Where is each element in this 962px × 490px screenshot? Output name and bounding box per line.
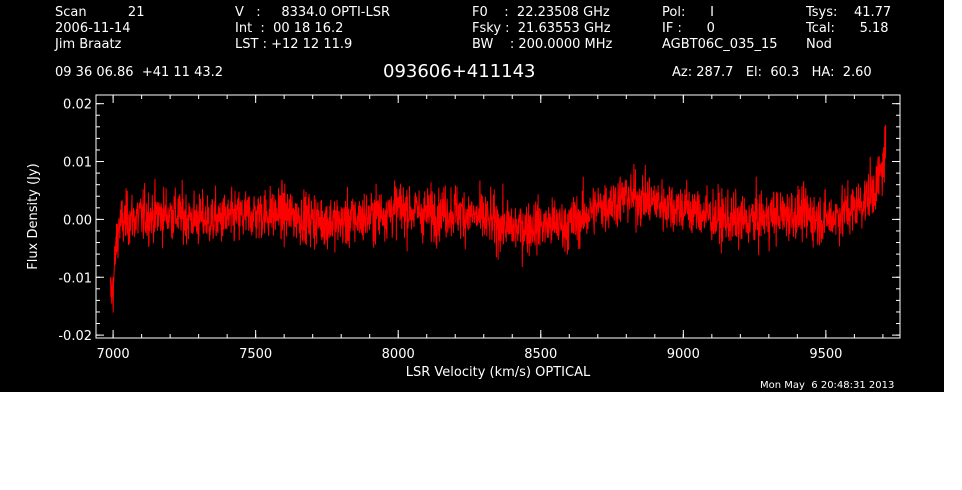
x-tick-label: 7000 [97,347,130,362]
x-axis-label: LSR Velocity (km/s) OPTICAL [406,365,591,380]
y-tick-label: 0.02 [63,98,92,113]
project-label: AGBT06C_035_15 [662,37,778,52]
fsky-label: Fsky : 21.63553 GHz [472,21,611,36]
y-tick-label: 0.01 [63,156,92,171]
integration-label: Int : 00 18 16.2 [235,21,344,36]
plot-frame [95,94,901,339]
x-tick-label: 9000 [667,347,700,362]
x-tick-label: 8500 [524,347,557,362]
spectrum-trace [109,124,887,313]
lst-label: LST : +12 12 11.9 [235,37,353,52]
nod-label: Nod [806,37,832,52]
velocity-label: V : 8334.0 OPTI-LSR [235,5,391,20]
date-label: 2006-11-14 [55,21,131,36]
scan-label: Scan 21 [55,5,145,20]
bandwidth-label: BW : 200.0000 MHz [472,37,613,52]
f0-label: F0 : 22.23508 GHz [472,5,610,20]
spectrum-chart: -0.02 -0.01 0.00 0.01 0.02 7000 7500 8000 8500 90… [26,94,901,380]
y-tick-label: -0.01 [58,271,92,286]
plot-panel [0,0,944,392]
az-el-ha-label: Az: 287.7 El: 60.3 HA: 2.60 [672,65,872,80]
y-axis-label: Flux Density (Jy) [26,163,41,269]
tsys-label: Tsys: 41.77 [806,5,892,20]
if-label: IF : 0 [662,21,715,36]
coordinates-label: 09 36 06.86 +41 11 43.2 [55,65,224,80]
timestamp-label: Mon May 6 20:48:31 2013 [760,380,895,391]
observer-label: Jim Braatz [55,37,122,52]
x-tick-label: 8000 [382,347,415,362]
x-tick-label: 9500 [809,347,842,362]
x-tick-label: 7500 [239,347,272,362]
y-tick-label: 0.00 [63,213,92,228]
tcal-label: Tcal: 5.18 [806,21,889,36]
y-tick-label: -0.02 [58,329,92,344]
chart-title: 093606+411143 [383,61,536,82]
polarization-label: Pol: I [662,5,714,20]
